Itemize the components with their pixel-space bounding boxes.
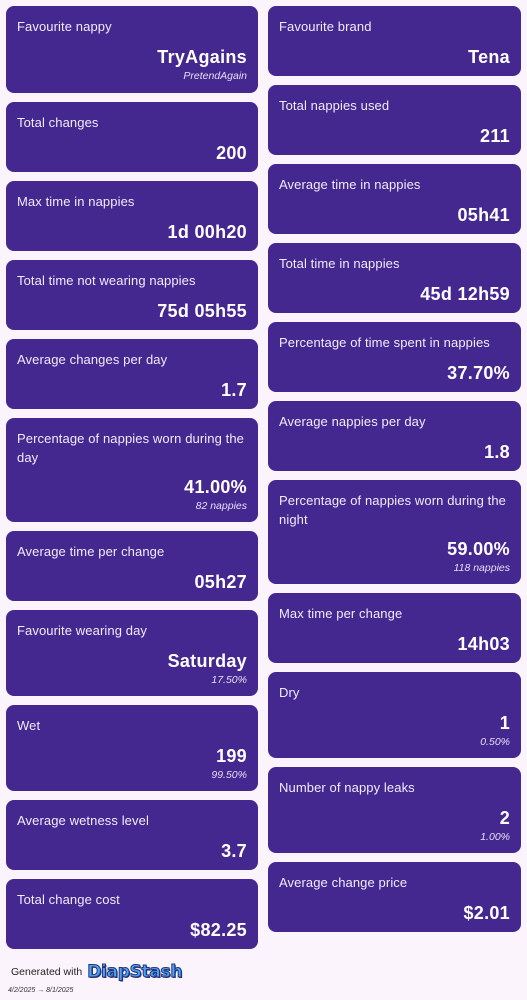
stat-card-title: Percentage of nappies worn during the da… <box>17 431 245 465</box>
stat-card-subvalue: 118 nappies <box>453 562 510 574</box>
stats-column-left: Favourite nappy TryAgains PretendAgain Tota… <box>6 6 258 958</box>
stat-card-dry: Dry 1 0.50% <box>268 672 521 758</box>
stat-card-value: 211 <box>480 125 510 146</box>
stat-card-average-change-price: Average change price $2.01 <box>268 862 521 932</box>
stat-card-percentage-of-nappies-worn-during-the-night: Percentage of nappies worn during the ni… <box>268 480 521 584</box>
stat-card-title: Total nappies used <box>279 98 390 113</box>
stat-card-value: 05h41 <box>457 204 510 225</box>
stat-card-wet: Wet 199 99.50% <box>6 705 258 791</box>
stat-card-title: Favourite wearing day <box>17 623 147 638</box>
stat-card-value: Saturday <box>167 650 247 671</box>
stat-card-value: 75d 05h55 <box>157 300 247 321</box>
stat-card-value: 59.00% <box>447 539 510 559</box>
stat-card-subvalue: 1.00% <box>480 830 510 843</box>
stat-card-percentage-of-nappies-worn-during-the-day: Percentage of nappies worn during the da… <box>6 418 258 522</box>
stat-card-average-time-in-nappies: Average time in nappies 05h41 <box>268 164 521 234</box>
stat-card-title: Average change price <box>279 875 408 890</box>
stat-card-percentage-of-time-spent-in-nappies: Percentage of time spent in nappies 37.70… <box>268 322 521 392</box>
stat-card-title: Average time in nappies <box>279 177 421 192</box>
diapstash-logo: DiapStash <box>87 962 183 983</box>
stat-card-value: 41.00% <box>184 477 247 497</box>
stats-column-right: Favourite brand Tena Total nappies used 211… <box>268 6 521 941</box>
footer: Generated with DiapStash <box>11 962 183 983</box>
stat-card-max-time-in-nappies: Max time in nappies 1d 00h20 <box>6 181 258 251</box>
stat-card-number-of-nappy-leaks: Number of nappy leaks 2 1.00% <box>268 767 521 853</box>
stat-card-value: 05h27 <box>194 571 247 592</box>
stat-card-average-nappies-per-day: Average nappies per day 1.8 <box>268 401 521 471</box>
stat-card-title: Average changes per day <box>17 352 168 367</box>
stat-card-value: 1d 00h20 <box>167 221 247 242</box>
stat-card-subvalue: 0.50% <box>480 735 510 748</box>
stat-card-favourite-nappy: Favourite nappy TryAgains PretendAgain <box>6 6 258 93</box>
stat-card-value: 37.70% <box>447 362 510 383</box>
date-range: 4/2/2025 → 8/1/2025 <box>8 987 74 994</box>
stat-card-value: 199 <box>216 745 247 766</box>
stat-card-title: Wet <box>17 718 41 733</box>
stat-card-title: Max time in nappies <box>17 194 135 209</box>
stat-card-title: Average time per change <box>17 544 165 559</box>
stat-card-value: 1 <box>499 712 510 733</box>
stat-card-total-changes: Total changes 200 <box>6 102 258 172</box>
stat-card-total-change-cost: Total change cost $82.25 <box>6 879 258 949</box>
stat-card-title: Number of nappy leaks <box>279 780 415 795</box>
stat-card-subvalue: PretendAgain <box>183 69 247 82</box>
stat-card-value: 2 <box>499 807 510 828</box>
stat-card-total-nappies-used: Total nappies used 211 <box>268 85 521 155</box>
stat-card-title: Average wetness level <box>17 813 149 828</box>
stat-card-value: $2.01 <box>463 902 510 923</box>
stat-card-favourite-wearing-day: Favourite wearing day Saturday 17.50% <box>6 610 258 696</box>
stat-card-average-time-per-change: Average time per change 05h27 <box>6 531 258 601</box>
stat-card-value: 1.8 <box>484 441 510 462</box>
stat-card-value: 3.7 <box>221 840 247 861</box>
stat-card-total-time-in-nappies: Total time in nappies 45d 12h59 <box>268 243 521 313</box>
stat-card-max-time-per-change: Max time per change 14h03 <box>268 593 521 663</box>
stat-card-value: $82.25 <box>190 919 247 940</box>
stat-card-value: 200 <box>216 142 247 163</box>
stat-card-value: TryAgains <box>157 46 247 67</box>
stat-card-title: Percentage of time spent in nappies <box>279 335 490 350</box>
stat-card-title: Total time in nappies <box>279 256 400 271</box>
stat-card-title: Percentage of nappies worn during the ni… <box>279 493 507 527</box>
stat-card-value: 14h03 <box>457 633 510 654</box>
stat-card-favourite-brand: Favourite brand Tena <box>268 6 521 76</box>
stat-card-title: Total change cost <box>17 892 120 907</box>
generated-with-label: Generated with <box>11 966 83 978</box>
stat-card-total-time-not-wearing-nappies: Total time not wearing nappies 75d 05h55 <box>6 260 258 330</box>
stat-card-average-wetness-level: Average wetness level 3.7 <box>6 800 258 870</box>
stat-card-value: Tena <box>468 46 510 67</box>
stat-card-title: Max time per change <box>279 606 403 621</box>
stat-card-subvalue: 82 nappies <box>195 500 247 512</box>
stat-card-subvalue: 17.50% <box>211 673 247 686</box>
stat-card-title: Average nappies per day <box>279 414 426 429</box>
stat-card-title: Favourite nappy <box>17 19 112 34</box>
stat-card-value: 45d 12h59 <box>420 283 510 304</box>
stat-card-title: Dry <box>279 685 300 700</box>
stat-card-title: Favourite brand <box>279 19 372 34</box>
stat-card-title: Total time not wearing nappies <box>17 273 196 288</box>
stat-card-title: Total changes <box>17 115 99 130</box>
stat-card-average-changes-per-day: Average changes per day 1.7 <box>6 339 258 409</box>
stat-card-value: 1.7 <box>221 379 247 400</box>
stat-card-subvalue: 99.50% <box>211 768 247 781</box>
